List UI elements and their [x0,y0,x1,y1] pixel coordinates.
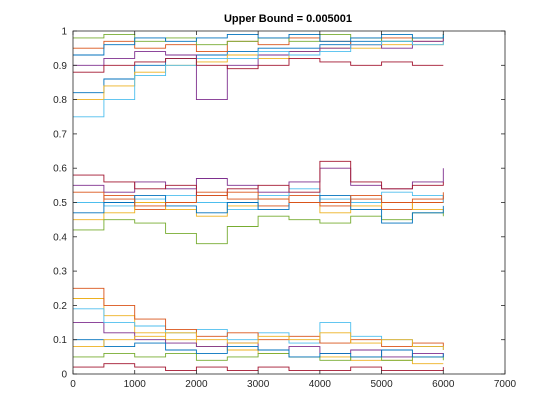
y-tick-label: 0.3 [53,267,67,278]
y-tick-label: 0.9 [53,61,67,72]
x-tick-label: 7000 [494,379,517,390]
y-tick-label: 1 [61,27,67,38]
series-line-24 [73,332,444,350]
series-line-22 [73,339,444,358]
x-tick-label: 2000 [185,379,208,390]
y-tick-label: 0.5 [53,198,67,209]
series-line-7 [73,57,444,73]
y-tick-label: 0.6 [53,164,67,175]
y-tick-label: 0.4 [53,232,67,243]
x-tick-label: 3000 [247,379,270,390]
y-tick-label: 0.1 [53,335,67,346]
x-tick-label: 1000 [124,379,147,390]
x-tick-label: 0 [70,379,76,390]
series-line-6 [73,40,444,118]
series-line-16 [73,191,444,207]
x-tick-label: 6000 [432,379,455,390]
y-tick-label: 0.7 [53,129,67,140]
y-tick-label: 0.2 [53,301,67,312]
chart-title: Upper Bound = 0.005001 [224,13,352,25]
series-layer [73,33,444,372]
series-line-19 [73,352,444,361]
y-tick-label: 0.8 [53,95,67,106]
x-tick-label: 4000 [309,379,332,390]
ticks-layer: 0 1000 2000 3000 4000 5000 6000 7000 0 0.1 0.2 0.3 0… [53,27,516,391]
series-line-14 [73,160,444,197]
series-line-15 [73,195,444,224]
x-tick-label: 5000 [370,379,393,390]
y-tick-label: 0 [61,370,67,381]
